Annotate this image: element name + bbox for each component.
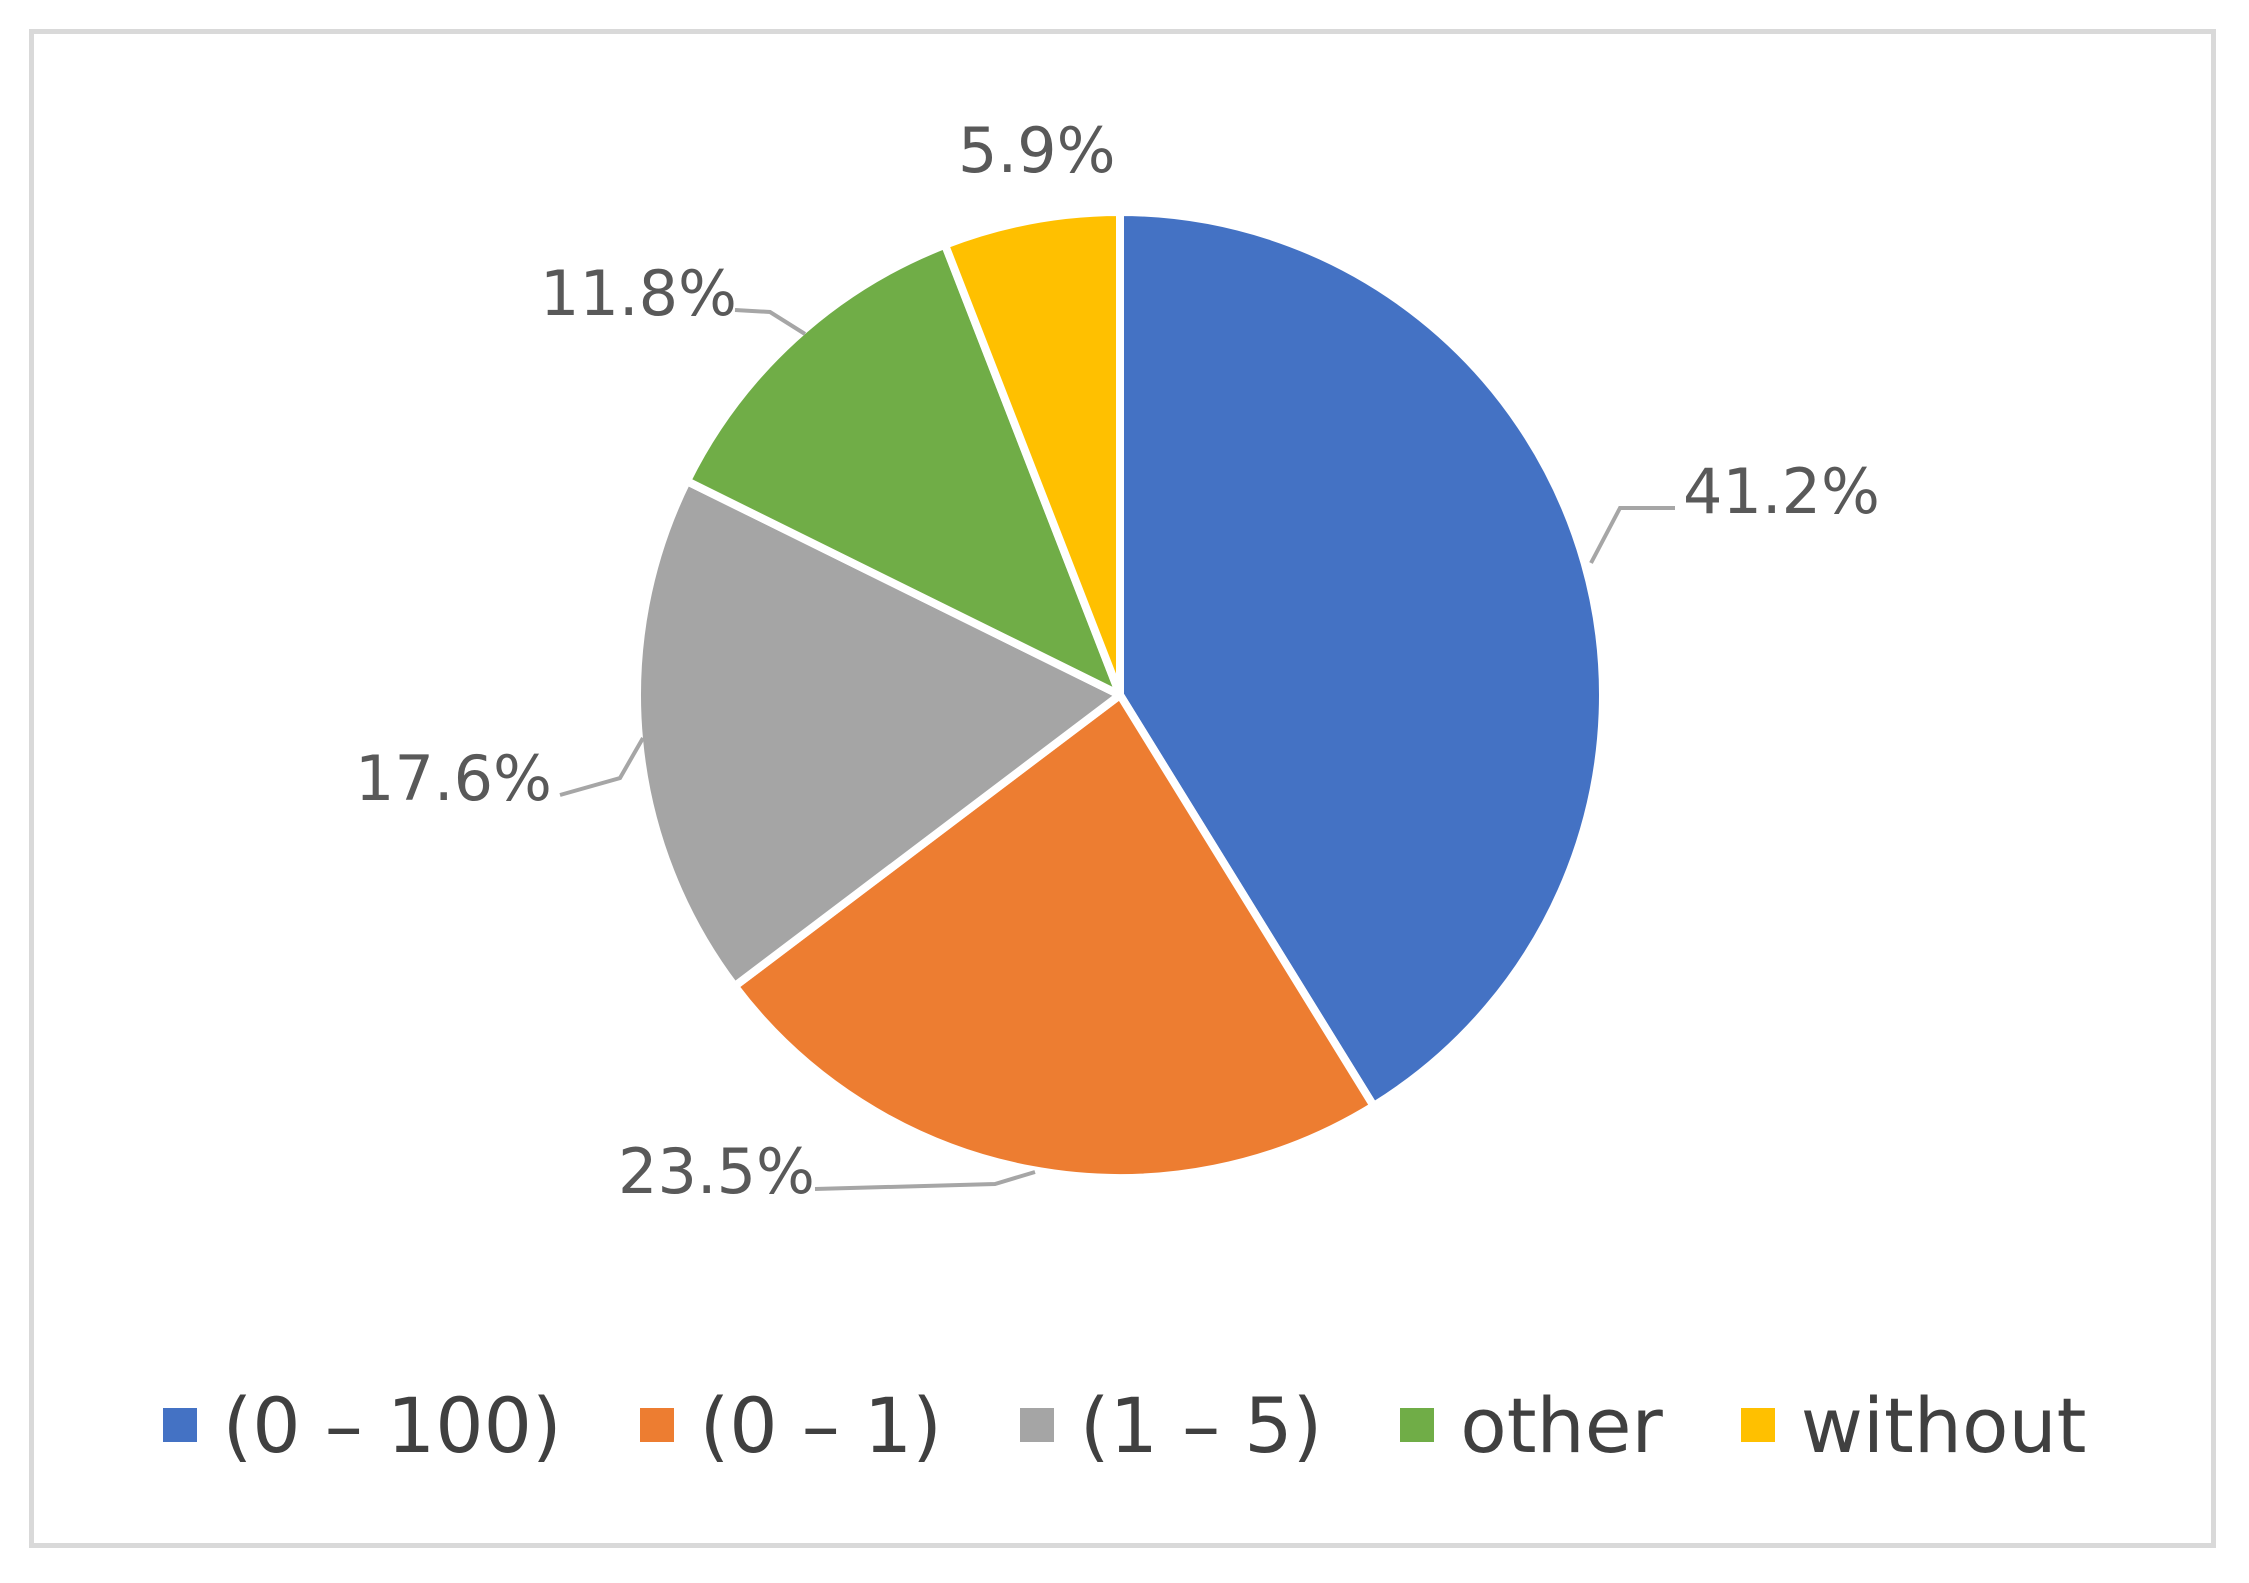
leader-line-0-1 — [814, 1170, 1036, 1191]
leader-line-0-100 — [1589, 506, 1675, 564]
legend-label: (1 – 5) — [1079, 1380, 1323, 1470]
legend-item-without: without — [1740, 1380, 2087, 1470]
legend-swatch — [162, 1408, 197, 1442]
pie-slice-1-5 — [633, 477, 1124, 991]
data-label-without: 5.9% — [958, 114, 1116, 187]
data-label-0-100: 41.2% — [1683, 455, 1880, 528]
legend: (0 – 100) (0 – 1) (1 – 5) other without — [0, 1380, 2249, 1470]
legend-swatch — [1019, 1408, 1054, 1442]
legend-label: (0 – 1) — [699, 1380, 942, 1470]
data-label-0-1: 23.5% — [618, 1135, 815, 1208]
data-label-1-5: 17.6% — [355, 742, 552, 815]
leader-lines — [559, 308, 1675, 1191]
legend-swatch — [1740, 1408, 1775, 1442]
legend-label: without — [1800, 1380, 2087, 1470]
pie-slices — [633, 208, 1607, 1182]
pie-slice-0-1 — [730, 691, 1378, 1182]
pie-slice-without — [941, 208, 1124, 699]
legend-item-0-100: (0 – 100) — [162, 1380, 562, 1470]
legend-label: (0 – 100) — [222, 1380, 562, 1470]
data-labels: 41.2% 23.5% 17.6% 11.8% 5.9% — [355, 114, 1880, 1208]
pie-slice-0-100 — [1116, 208, 1607, 1111]
leader-line-1-5 — [559, 737, 645, 797]
legend-swatch — [1400, 1408, 1435, 1442]
data-label-other: 11.8% — [540, 257, 737, 330]
leader-line-other — [734, 308, 807, 336]
legend-item-other: other — [1400, 1380, 1663, 1470]
legend-item-1-5: (1 – 5) — [1019, 1380, 1323, 1470]
legend-item-0-1: (0 – 1) — [639, 1380, 942, 1470]
legend-swatch — [639, 1408, 674, 1442]
pie-slice-other — [682, 240, 1124, 699]
legend-label: other — [1460, 1380, 1663, 1470]
